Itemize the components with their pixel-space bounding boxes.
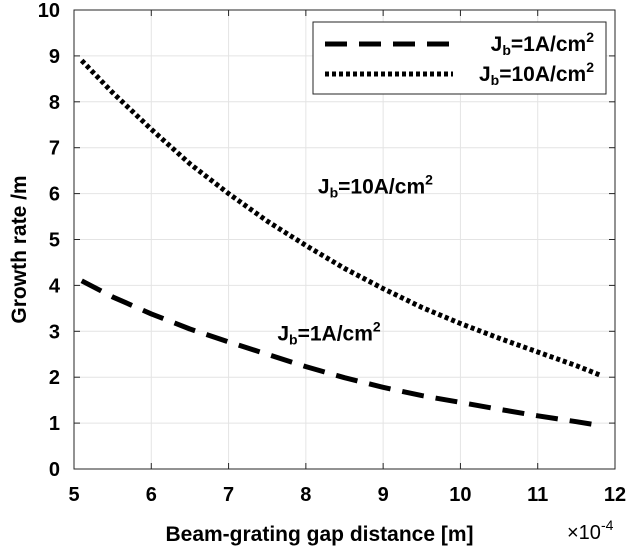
curve-annotation-1: Jb=10A/cm2 [318,172,433,201]
x-exponent-power: -4 [601,517,614,533]
series-line-2 [79,58,601,378]
y-tick-label: 5 [49,230,60,252]
x-exponent-base: ×10 [567,522,601,544]
x-tick-label: 10 [449,484,471,506]
y-tick-label: 8 [49,92,60,114]
series-layer [79,58,601,428]
x-axis-exponent: ×10-4 [567,517,614,544]
y-tick-label: 2 [49,367,60,389]
y-tick-label: 9 [49,46,60,68]
y-tick-label: 0 [49,459,60,481]
y-axis-label: Growth rate /m [8,175,31,323]
y-tick-label: 3 [49,321,60,343]
y-tick-label: 4 [49,275,61,297]
x-tick-label: 12 [604,484,626,506]
x-tick-label: 8 [300,484,311,506]
legend-label-1: Jb=1A/cm2 [491,29,595,58]
x-tick-label: 7 [223,484,234,506]
series-line-1 [80,278,600,428]
curve-annotations: Jb=10A/cm2 Jb=1A/cm2 [277,172,433,348]
x-axis-label: Beam-grating gap distance [m] [165,523,473,546]
legend-label-2: Jb=10A/cm2 [479,59,594,88]
x-tick-label: 9 [378,484,389,506]
y-tick-label: 7 [49,138,60,160]
x-exponent-label: ×10-4 [567,517,614,544]
y-tick-label: 6 [49,184,60,206]
x-tick-label: 6 [146,484,157,506]
x-tick-label: 5 [68,484,79,506]
x-tick-label: 11 [527,484,548,506]
curve-annotation-2: Jb=1A/cm2 [277,318,381,347]
tick-marks [73,9,616,470]
y-tick-label: 10 [38,0,60,22]
legend-box [312,21,607,95]
y-tick-label: 1 [49,413,60,435]
